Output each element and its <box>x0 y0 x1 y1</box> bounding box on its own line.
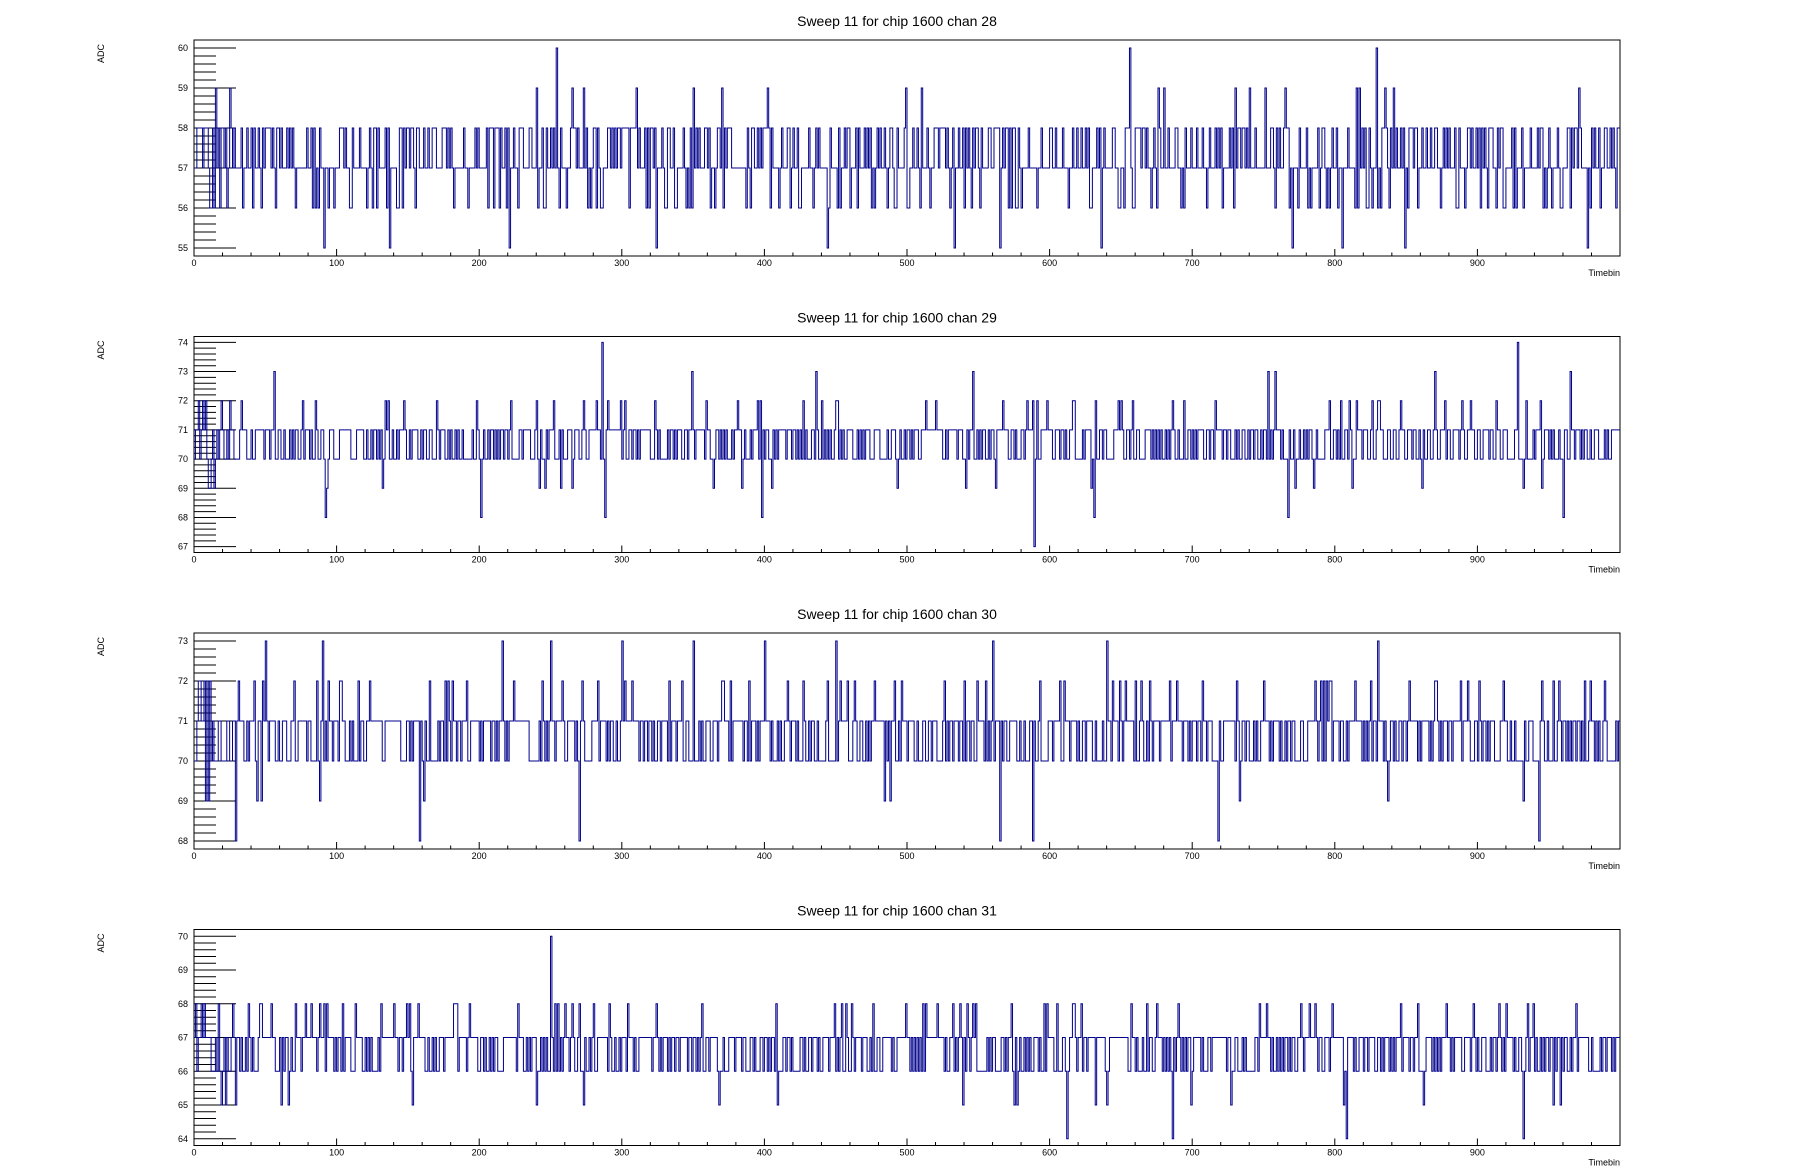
x-tick-label: 500 <box>899 258 914 268</box>
series-line <box>194 935 1620 1140</box>
x-tick-label: 700 <box>1185 851 1200 861</box>
x-tick-label: 200 <box>472 258 487 268</box>
y-axis-label: ADC <box>96 44 106 64</box>
x-tick-label: 0 <box>191 851 196 861</box>
y-tick-label: 65 <box>178 1100 188 1110</box>
y-tick-label: 60 <box>178 43 188 53</box>
x-tick-label: 500 <box>899 1148 914 1158</box>
x-tick-label: 300 <box>614 258 629 268</box>
x-tick-label: 0 <box>191 1148 196 1158</box>
x-tick-label: 400 <box>757 555 772 565</box>
x-tick-label: 900 <box>1470 258 1485 268</box>
y-tick-label: 57 <box>178 163 188 173</box>
y-tick-label: 70 <box>178 756 188 766</box>
y-tick-label: 58 <box>178 123 188 133</box>
y-tick-label: 59 <box>178 83 188 93</box>
series-line <box>194 341 1620 548</box>
x-tick-label: 800 <box>1327 258 1342 268</box>
x-tick-label: 100 <box>329 555 344 565</box>
y-tick-label: 74 <box>178 337 188 347</box>
y-tick-label: 67 <box>178 1033 188 1043</box>
y-tick-label: 73 <box>178 636 188 646</box>
x-tick-label: 100 <box>329 1148 344 1158</box>
y-axis-label: ADC <box>96 637 106 657</box>
y-tick-label: 72 <box>178 396 188 406</box>
y-tick-label: 72 <box>178 676 188 686</box>
x-tick-label: 300 <box>614 555 629 565</box>
x-tick-label: 100 <box>329 258 344 268</box>
y-tick-label: 68 <box>178 999 188 1009</box>
x-tick-label: 600 <box>1042 258 1057 268</box>
y-tick-label: 64 <box>178 1134 188 1144</box>
x-tick-label: 900 <box>1470 555 1485 565</box>
x-tick-label: 700 <box>1185 258 1200 268</box>
chart-title: Sweep 11 for chip 1600 chan 28 <box>797 13 997 29</box>
x-tick-label: 900 <box>1470 851 1485 861</box>
x-tick-label: 800 <box>1327 555 1342 565</box>
x-tick-label: 700 <box>1185 1148 1200 1158</box>
x-tick-label: 300 <box>614 1148 629 1158</box>
x-tick-label: 200 <box>472 1148 487 1158</box>
x-tick-label: 200 <box>472 851 487 861</box>
chart-panel: Sweep 11 for chip 1600 chan 30 ADC Timebin… <box>96 606 1621 871</box>
y-tick-label: 69 <box>178 965 188 975</box>
y-tick-label: 71 <box>178 425 188 435</box>
chart-panel: Sweep 11 for chip 1600 chan 28 ADC Timebin… <box>96 13 1621 278</box>
x-tick-label: 400 <box>757 1148 772 1158</box>
x-tick-label: 900 <box>1470 1148 1485 1158</box>
series-line <box>194 640 1620 842</box>
x-axis-label: Timebin <box>1588 268 1620 278</box>
y-tick-label: 70 <box>178 454 188 464</box>
y-tick-label: 56 <box>178 203 188 213</box>
chart-panel: Sweep 11 for chip 1600 chan 29 ADC Timebin… <box>96 310 1621 575</box>
y-tick-label: 68 <box>178 512 188 522</box>
y-tick-label: 67 <box>178 542 188 552</box>
y-tick-label: 70 <box>178 931 188 941</box>
x-tick-label: 600 <box>1042 851 1057 861</box>
x-tick-label: 0 <box>191 555 196 565</box>
y-tick-label: 55 <box>178 243 188 253</box>
chart-title: Sweep 11 for chip 1600 chan 30 <box>797 606 997 622</box>
x-tick-label: 100 <box>329 851 344 861</box>
x-tick-label: 800 <box>1327 851 1342 861</box>
x-axis-label: Timebin <box>1588 565 1620 575</box>
x-tick-label: 300 <box>614 851 629 861</box>
x-tick-label: 200 <box>472 555 487 565</box>
y-tick-label: 73 <box>178 367 188 377</box>
x-tick-label: 700 <box>1185 555 1200 565</box>
series-line <box>194 47 1620 249</box>
y-axis-label: ADC <box>96 340 106 360</box>
x-tick-label: 400 <box>757 851 772 861</box>
x-tick-label: 600 <box>1042 555 1057 565</box>
x-tick-label: 800 <box>1327 1148 1342 1158</box>
chart-title: Sweep 11 for chip 1600 chan 29 <box>797 310 997 326</box>
y-tick-label: 69 <box>178 796 188 806</box>
x-tick-label: 0 <box>191 258 196 268</box>
y-tick-label: 66 <box>178 1066 188 1076</box>
chart-title: Sweep 11 for chip 1600 chan 31 <box>797 903 997 919</box>
y-tick-label: 71 <box>178 716 188 726</box>
x-tick-label: 400 <box>757 258 772 268</box>
y-tick-label: 68 <box>178 836 188 846</box>
x-tick-label: 500 <box>899 851 914 861</box>
x-axis-label: Timebin <box>1588 861 1620 871</box>
x-axis-label: Timebin <box>1588 1158 1620 1168</box>
y-tick-label: 69 <box>178 483 188 493</box>
chart-panel: Sweep 11 for chip 1600 chan 31 ADC Timebin… <box>96 903 1621 1168</box>
x-tick-label: 600 <box>1042 1148 1057 1158</box>
x-tick-label: 500 <box>899 555 914 565</box>
y-axis-label: ADC <box>96 933 106 953</box>
